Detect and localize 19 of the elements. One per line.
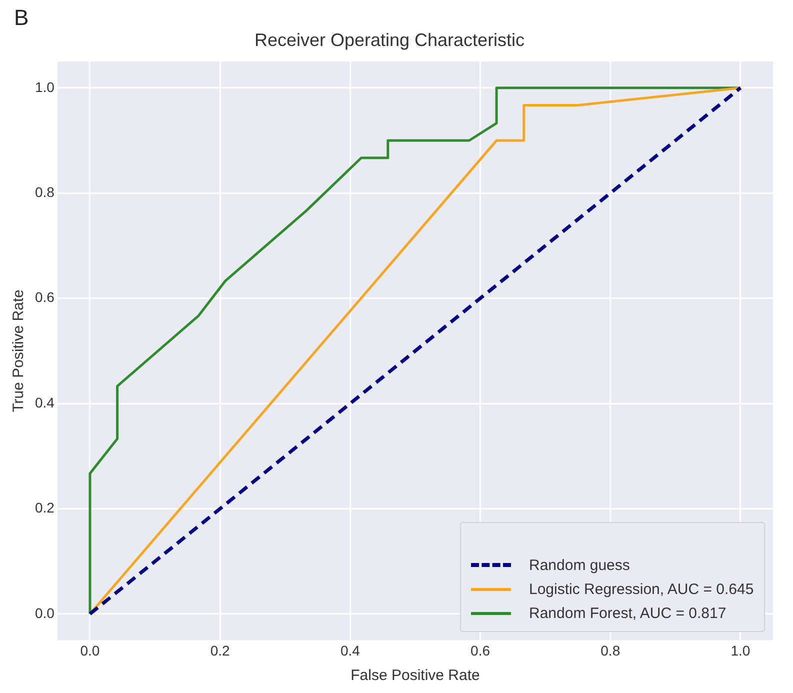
x-tick-label: 0.6 xyxy=(470,642,490,658)
y-tick-label: 0.6 xyxy=(34,289,55,306)
legend-label: Random Forest, AUC = 0.817 xyxy=(529,604,726,622)
legend-label: Logistic Regression, AUC = 0.645 xyxy=(529,580,754,598)
x-tick-label: 0.0 xyxy=(80,642,100,658)
legend-label: Random guess xyxy=(529,556,630,574)
chart-title: Receiver Operating Characteristic xyxy=(254,30,525,50)
x-tick-label: 0.2 xyxy=(210,642,230,658)
y-tick-label: 0.8 xyxy=(34,184,55,200)
text: B xyxy=(14,5,29,30)
y-tick-label: 0.2 xyxy=(34,500,55,516)
x-tick-label: 0.4 xyxy=(340,642,360,658)
y-tick-label: 1.0 xyxy=(34,78,55,95)
y-tick-label: 0.0 xyxy=(34,604,55,621)
y-axis-title: True Positive Rate xyxy=(10,289,28,412)
y-tick-label: 0.4 xyxy=(34,394,55,410)
x-tick-label: 1.0 xyxy=(730,642,750,658)
x-axis-title: False Positive Rate xyxy=(350,667,480,684)
x-tick-label: 0.8 xyxy=(600,642,620,658)
